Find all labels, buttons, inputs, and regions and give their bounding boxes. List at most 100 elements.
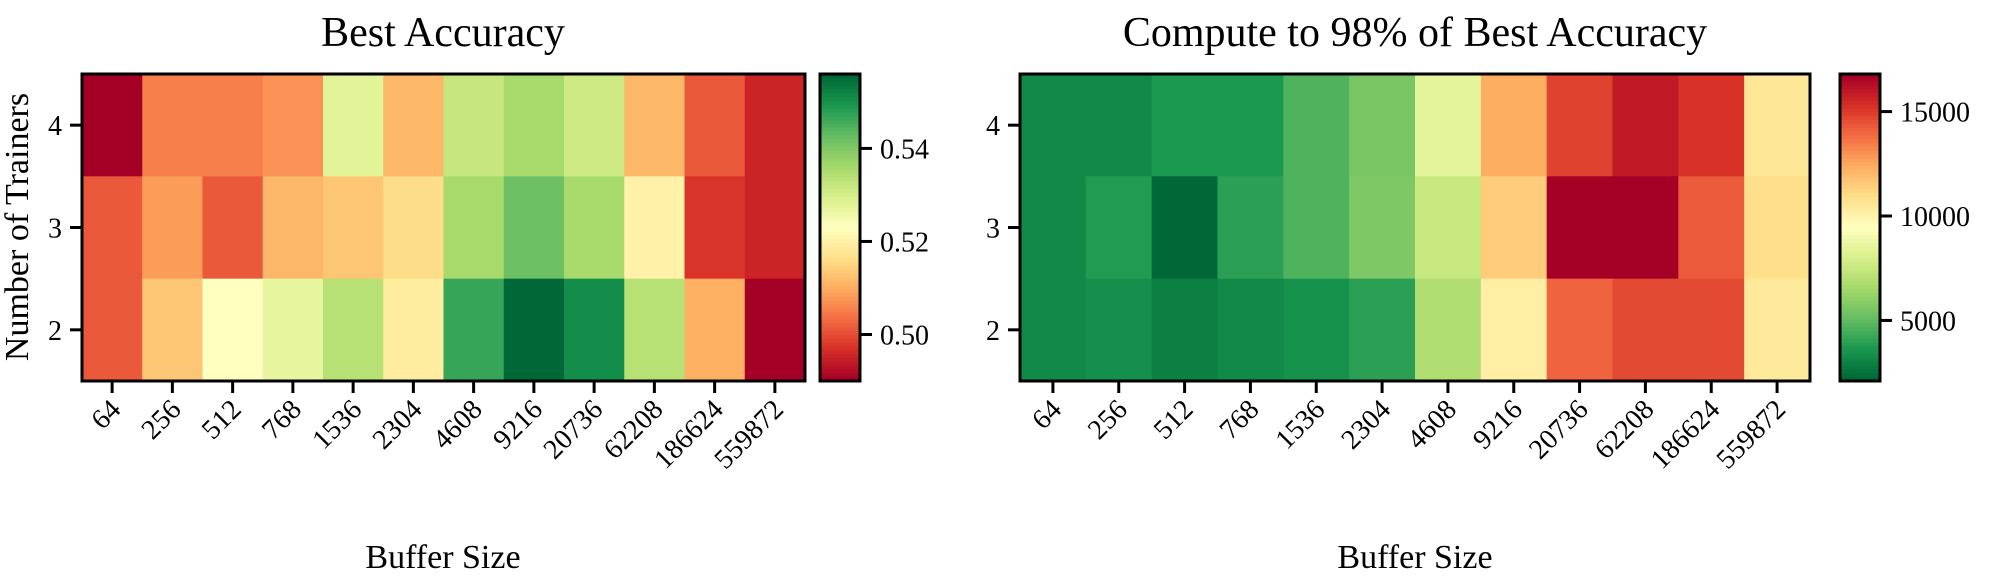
right-heatmap-cell (1085, 278, 1153, 382)
left-colorbar-segment (820, 319, 860, 325)
right-colorbar-segment (1840, 346, 1880, 352)
right-x-tick-label: 186624 (1645, 394, 1726, 475)
left-colorbar-segment (820, 200, 860, 206)
right-colorbar-frame (1838, 72, 1882, 383)
left-colorbar-segment (820, 269, 860, 275)
right-colorbar-segment (1840, 304, 1880, 309)
right-heatmap-cell (1415, 278, 1482, 382)
left-colorbar-segment (820, 146, 860, 152)
right-colorbar-segment (1840, 239, 1880, 244)
left-colorbar-segment (820, 242, 860, 248)
right-colorbar-segment (1840, 288, 1880, 294)
right-colorbar-segment (1840, 127, 1880, 133)
right-heatmap-cell (1349, 278, 1416, 382)
left-heatmap-cell (443, 278, 505, 382)
right-colorbar-segment (1840, 97, 1880, 102)
left-heatmap-cell (142, 176, 204, 280)
right-colorbar-segment (1840, 354, 1880, 359)
left-colorbar-segment (820, 239, 860, 244)
right-colorbar-segment (1840, 273, 1880, 279)
right-colorbar-segment (1840, 116, 1880, 121)
left-colorbar-segment (820, 350, 860, 355)
left-heatmap-cell (82, 278, 143, 382)
left-colorbar-segment (820, 281, 860, 286)
right-x-tick-label: 512 (1148, 394, 1200, 446)
left-x-tick-label: 4608 (427, 394, 489, 456)
right-colorbar-segment (1840, 323, 1880, 329)
left-colorbar-segment (820, 131, 860, 137)
right-colorbar-segment (1840, 311, 1880, 317)
right-colorbar-segment (1840, 204, 1880, 210)
left-colorbar-segment (820, 304, 860, 309)
right-heatmap-cell (1283, 278, 1350, 382)
right-colorbar-segment (1840, 373, 1880, 378)
right-heatmap-cell (1612, 278, 1679, 382)
right-colorbar-segment (1840, 219, 1880, 225)
right-colorbar-segment (1840, 269, 1880, 275)
right-heatmap-cell (1151, 176, 1219, 280)
right-colorbar-segment (1840, 331, 1880, 336)
left-colorbar-segment (820, 77, 860, 83)
left-x-tick-label: 2304 (367, 394, 429, 456)
right-x-tick-label: 2304 (1336, 394, 1398, 456)
right-colorbar-segment (1840, 135, 1880, 141)
left-colorbar-segment (820, 177, 860, 183)
right-heatmap-cell (1349, 176, 1416, 280)
left-heatmap-cell (82, 74, 143, 177)
left-colorbar-segment (820, 112, 860, 118)
right-colorbar-tick-label: 5000 (1900, 306, 1956, 337)
right-colorbar-segment (1840, 150, 1880, 156)
right-x-tick-label: 20736 (1523, 394, 1594, 465)
left-colorbar-segment (820, 173, 860, 179)
right-heatmap-cell (1744, 74, 1811, 177)
right-heatmap-cell (1020, 74, 1087, 177)
left-heatmap-cell (443, 74, 505, 177)
right-heatmap-cell (1612, 176, 1679, 280)
left-colorbar-segment (820, 296, 860, 302)
left-y-tick-label: 4 (48, 111, 62, 142)
left-colorbar-segment (820, 342, 860, 348)
left-colorbar-segment (820, 123, 860, 129)
left-colorbar-segment (820, 258, 860, 263)
right-colorbar-segment (1840, 327, 1880, 332)
left-colorbar-segment (820, 74, 860, 79)
left-colorbar-tick-label: 0.54 (880, 134, 929, 165)
left-heatmap-cell (503, 278, 565, 382)
right-colorbar-segment (1840, 342, 1880, 348)
left-colorbar-segment (820, 85, 860, 91)
left-colorbar-segment (820, 223, 860, 229)
left-x-tick-label: 768 (256, 394, 308, 446)
right-colorbar-segment (1840, 227, 1880, 233)
right-colorbar-tick-label: 10000 (1900, 202, 1970, 233)
left-colorbar-segment (820, 139, 860, 144)
right-colorbar-segment (1840, 166, 1880, 171)
left-colorbar-segment (820, 288, 860, 294)
right-heatmap-cell (1480, 278, 1548, 382)
right-colorbar-segment (1840, 181, 1880, 187)
left-colorbar-segment (820, 204, 860, 210)
left-colorbar-segment (820, 346, 860, 352)
right-colorbar-segment (1840, 177, 1880, 183)
right-colorbar-segment (1840, 104, 1880, 110)
left-heatmap-cell (323, 74, 384, 177)
left-colorbar-segment (820, 334, 860, 340)
right-heatmap-cell (1217, 74, 1284, 177)
right-x-tick-label: 256 (1082, 394, 1134, 446)
right-colorbar-segment (1840, 131, 1880, 137)
right-colorbar-segment (1840, 192, 1880, 198)
left-heatmap-cell (82, 176, 143, 280)
right-heatmap-cell (1415, 176, 1482, 280)
right-heatmap-cell (1546, 278, 1614, 382)
left-colorbar-segment (820, 331, 860, 336)
left-heatmap-cell (202, 176, 264, 280)
left-heatmap-cell (262, 278, 324, 382)
right-colorbar-segment (1840, 77, 1880, 83)
right-colorbar-segment (1840, 334, 1880, 340)
right-colorbar-segment (1840, 162, 1880, 167)
right-y-tick-label: 3 (986, 214, 1000, 245)
left-colorbar-segment (820, 104, 860, 110)
right-colorbar-segment (1840, 146, 1880, 152)
right-x-tick-label: 559872 (1711, 394, 1792, 475)
right-colorbar-segment (1840, 262, 1880, 267)
left-heatmap-cell (383, 176, 445, 280)
